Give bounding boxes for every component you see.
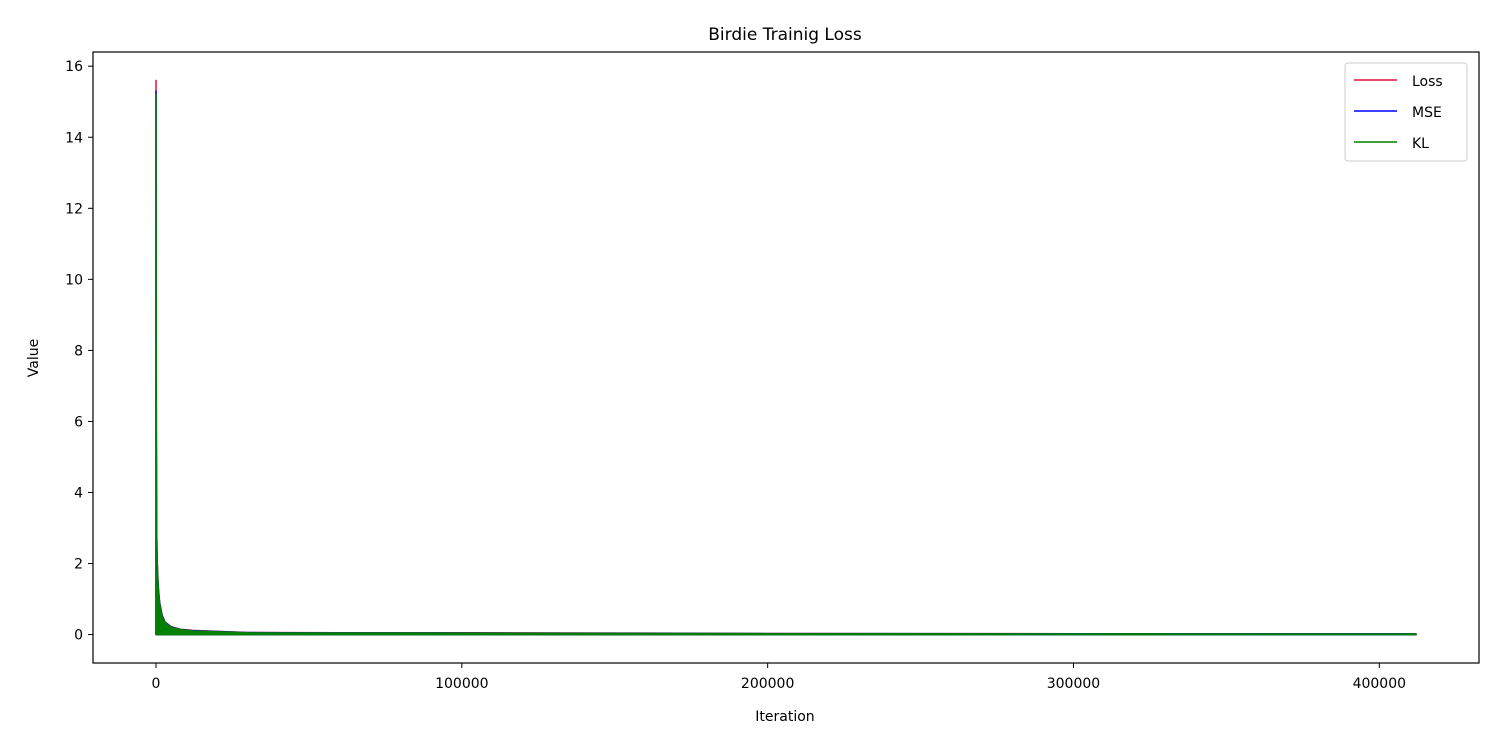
legend-box <box>1344 62 1468 162</box>
y-tick-label-2: 4 <box>74 485 83 501</box>
y-tick-label-4: 8 <box>74 343 83 359</box>
y-axis-label: Value <box>26 339 42 377</box>
x-axis: 0 100000 200000 300000 400000 <box>152 663 1406 692</box>
y-tick-label-8: 16 <box>65 59 83 75</box>
chart-title: Birdie Trainig Loss <box>708 25 862 45</box>
series-kl-line <box>155 93 1417 636</box>
axes-frame <box>92 51 1480 664</box>
legend-label-loss: Loss <box>1412 74 1443 90</box>
x-tick-label-1: 100000 <box>435 676 488 692</box>
x-tick-label-2: 200000 <box>741 676 794 692</box>
y-tick-label-5: 10 <box>65 272 83 288</box>
y-axis: 0 2 4 6 8 10 12 14 16 <box>65 59 93 644</box>
y-tick-label-7: 14 <box>65 130 83 146</box>
y-tick-label-0: 0 <box>74 628 83 644</box>
legend-label-kl: KL <box>1412 136 1429 152</box>
y-tick-label-6: 12 <box>65 201 83 217</box>
x-tick-label-4: 400000 <box>1353 676 1406 692</box>
x-axis-label: Iteration <box>755 709 814 725</box>
legend: Loss MSE KL <box>1344 62 1468 162</box>
legend-label-mse: MSE <box>1412 105 1442 121</box>
plot-area <box>155 79 1417 636</box>
y-tick-label-1: 2 <box>74 557 83 573</box>
y-tick-label-3: 6 <box>74 414 83 430</box>
x-tick-label-0: 0 <box>152 676 161 692</box>
x-tick-label-3: 300000 <box>1047 676 1100 692</box>
